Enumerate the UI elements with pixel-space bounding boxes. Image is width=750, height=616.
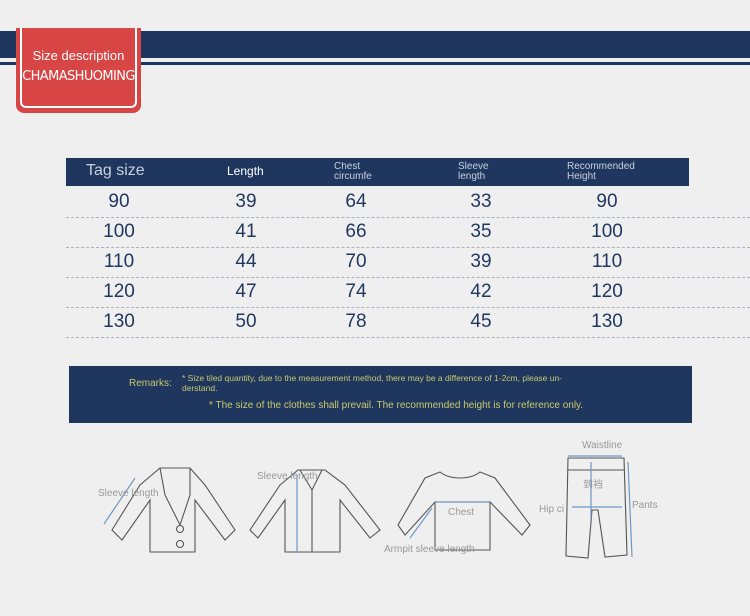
table-cell: 33 xyxy=(470,191,492,212)
table-cell: 66 xyxy=(345,221,367,242)
table-cell: 100 xyxy=(103,221,135,242)
remarks-line-1: * Size tiled quantity, due to the measur… xyxy=(182,373,563,393)
armpit-label: Armpit sleeve length xyxy=(384,544,475,555)
remarks-line-2: * The size of the clothes shall prevail.… xyxy=(209,400,584,411)
header-sleeve: Sleeve length xyxy=(458,161,489,182)
badge-title: Size description xyxy=(32,48,125,63)
chest-label: Chest xyxy=(448,507,474,518)
table-cell: 78 xyxy=(345,311,367,332)
table-row: 110 44 70 39 110 xyxy=(66,247,750,278)
table-cell: 39 xyxy=(470,251,492,272)
top-banner-line xyxy=(0,62,750,65)
hip-label: Hip ci xyxy=(539,504,564,515)
table-row: 100 41 66 35 100 xyxy=(66,217,750,248)
table-cell: 42 xyxy=(470,281,492,302)
header-tag-size: Tag size xyxy=(86,162,145,179)
shirt-diagram: Sleeve length xyxy=(249,469,381,553)
table-cell: 35 xyxy=(470,221,492,242)
table-cell: 41 xyxy=(235,221,257,242)
shirt-sleeve-label: Sleeve length xyxy=(257,471,318,482)
size-description-badge: Size description CHAMASHUOMING xyxy=(16,28,141,113)
pants-diagram: Waistline Hip ci Pants 到裆 xyxy=(539,440,658,559)
table-cell: 120 xyxy=(591,281,623,302)
table-row: 90 39 64 33 90 xyxy=(66,187,750,218)
header-length: Length xyxy=(227,164,264,178)
table-cell: 44 xyxy=(235,251,257,272)
remarks-box: Remarks: * Size tiled quantity, due to t… xyxy=(69,366,692,423)
jacket-sleeve-label: Sleeve length xyxy=(98,488,159,499)
table-cell: 39 xyxy=(235,191,257,212)
table-cell: 90 xyxy=(108,191,130,212)
table-cell: 74 xyxy=(345,281,367,302)
table-row: 120 47 74 42 120 xyxy=(66,277,750,308)
sweater-diagram: Chest Armpit sleeve length xyxy=(384,471,531,555)
pants-label: Pants xyxy=(632,500,658,511)
table-cell: 90 xyxy=(596,191,618,212)
table-cell: 120 xyxy=(103,281,135,302)
table-cell: 110 xyxy=(591,251,623,272)
table-cell: 64 xyxy=(345,191,367,212)
size-table-header: Tag size Length Chest circumfe Sleeve le… xyxy=(66,158,689,186)
jacket-diagram: Sleeve length xyxy=(98,467,236,553)
table-cell: 47 xyxy=(235,281,257,302)
badge-subtitle: CHAMASHUOMING xyxy=(22,69,135,84)
crotch-label: 到裆 xyxy=(583,478,603,491)
table-cell: 45 xyxy=(470,311,492,332)
waistline-label: Waistline xyxy=(582,440,623,451)
table-cell: 100 xyxy=(591,221,623,242)
remarks-label: Remarks: xyxy=(129,378,172,389)
table-cell: 130 xyxy=(591,311,623,332)
table-cell: 70 xyxy=(345,251,367,272)
table-row: 130 50 78 45 130 xyxy=(66,307,750,338)
table-cell: 110 xyxy=(103,251,135,272)
header-chest: Chest circumfe xyxy=(334,162,372,182)
table-cell: 50 xyxy=(235,311,257,332)
measurement-diagrams: Sleeve length Sleeve length Chest Armpit… xyxy=(98,440,658,559)
table-cell: 130 xyxy=(103,311,135,332)
header-height: Recommended Height xyxy=(567,161,635,182)
